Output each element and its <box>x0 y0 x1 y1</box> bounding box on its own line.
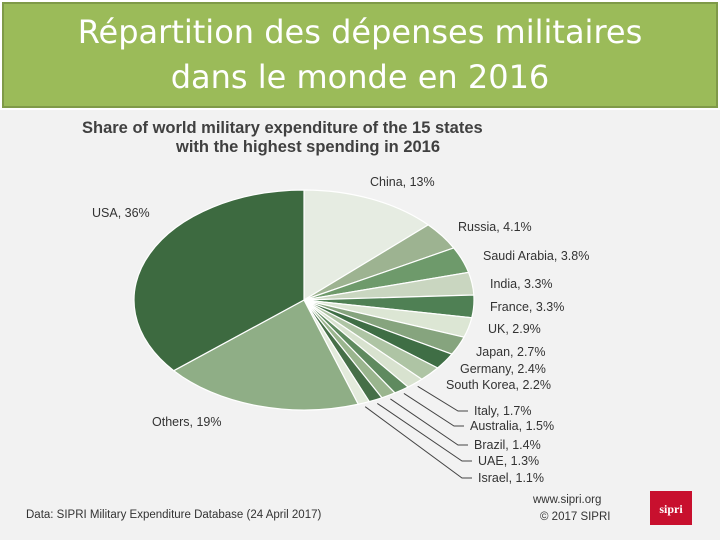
leader-line-uae <box>377 402 472 462</box>
leader-line-italy <box>417 385 468 412</box>
pie-slices <box>133 189 475 411</box>
leader-lines <box>364 385 472 479</box>
slice-label-germany: Germany, 2.4% <box>460 362 546 376</box>
pie-slice-china <box>303 189 430 302</box>
pie-chart: Share of world military expenditure of t… <box>26 119 692 525</box>
slice-label-uae: UAE, 1.3% <box>478 454 539 468</box>
slice-label-saudi-arabia: Saudi Arabia, 3.8% <box>483 249 589 263</box>
leader-line-israel <box>364 406 472 479</box>
slice-label-france: France, 3.3% <box>490 300 564 314</box>
slice-label-china: China, 13% <box>370 175 435 189</box>
slice-label-usa: USA, 36% <box>92 206 150 220</box>
slice-label-others: Others, 19% <box>152 415 221 429</box>
slice-label-russia: Russia, 4.1% <box>458 220 532 234</box>
chart-title-line-1: Share of world military expenditure of t… <box>82 119 483 137</box>
leader-line-australia <box>403 392 464 427</box>
slice-label-japan: Japan, 2.7% <box>476 345 546 359</box>
sipri-logo-text: sipri <box>659 502 683 516</box>
slice-label-south-korea: South Korea, 2.2% <box>446 378 551 392</box>
title-banner: Répartition des dépenses militaires dans… <box>2 2 718 108</box>
slice-label-australia: Australia, 1.5% <box>470 419 554 433</box>
sipri-logo <box>650 491 692 525</box>
leader-line-brazil <box>390 398 468 446</box>
website-link[interactable]: www.sipri.org <box>532 494 601 506</box>
slice-label-india: India, 3.3% <box>490 277 553 291</box>
slice-label-uk: UK, 2.9% <box>488 322 541 336</box>
chart-title-line-2: with the highest spending in 2016 <box>175 138 440 156</box>
slice-label-brazil: Brazil, 1.4% <box>474 438 541 452</box>
chart-figure: Share of world military expenditure of t… <box>0 110 720 540</box>
copyright-note: © 2017 SIPRI <box>540 511 610 523</box>
page-title: Répartition des dépenses militaires dans… <box>77 13 643 96</box>
slice-label-italy: Italy, 1.7% <box>474 404 531 418</box>
pie-slice-usa <box>133 189 305 372</box>
slice-label-israel: Israel, 1.1% <box>478 471 544 485</box>
slice-labels: China, 13% Russia, 4.1% Saudi Arabia, 3.8%… <box>92 175 589 485</box>
source-note: Data: SIPRI Military Expenditure Databas… <box>26 509 321 521</box>
pie-slice-others <box>172 299 360 411</box>
